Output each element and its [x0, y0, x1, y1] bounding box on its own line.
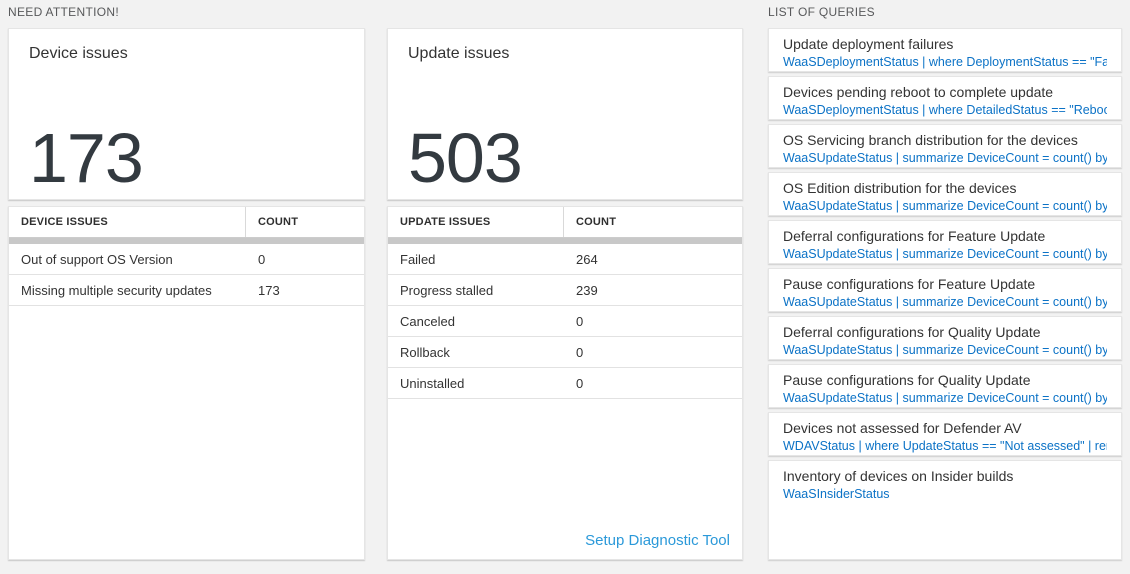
query-text: WaaSDeploymentStatus | where DetailedSta…	[783, 103, 1107, 117]
query-text: WaaSUpdateStatus | summarize DeviceCount…	[783, 295, 1107, 309]
issue-cell: Failed	[400, 251, 436, 267]
horizontal-scrollbar[interactable]	[9, 238, 364, 244]
count-cell: 0	[576, 313, 584, 329]
query-list-item[interactable]: Update deployment failures WaaSDeployment…	[768, 28, 1122, 72]
table-row[interactable]: Rollback 0	[388, 337, 742, 368]
table-row[interactable]: Uninstalled 0	[388, 368, 742, 399]
setup-diagnostic-tool-link[interactable]: Setup Diagnostic Tool	[585, 532, 730, 549]
count-cell: 173	[258, 282, 280, 298]
device-issues-tile[interactable]: Device issues 173	[8, 28, 365, 200]
query-list-item[interactable]: Inventory of devices on Insider builds Wa…	[768, 460, 1122, 560]
query-list-item[interactable]: Pause configurations for Feature Update W…	[768, 268, 1122, 312]
query-title: Deferral configurations for Feature Upda…	[783, 228, 1046, 244]
query-title: Pause configurations for Feature Update	[783, 276, 1036, 292]
count-cell: 0	[258, 251, 266, 267]
query-list-item[interactable]: Devices pending reboot to complete updat…	[768, 76, 1122, 120]
table-header-row: DEVICE ISSUES COUNT	[9, 207, 364, 238]
column-header[interactable]: UPDATE ISSUES	[388, 207, 564, 237]
count-cell: 239	[576, 282, 598, 298]
issue-cell: Missing multiple security updates	[21, 282, 212, 298]
count-cell: 264	[576, 251, 598, 267]
query-list-item[interactable]: OS Edition distribution for the devices W…	[768, 172, 1122, 216]
query-text: WDAVStatus | where UpdateStatus == "Not …	[783, 439, 1107, 453]
need-attention-header: NEED ATTENTION!	[8, 5, 119, 19]
issue-cell: Progress stalled	[400, 282, 494, 298]
device-issues-count: 173	[29, 119, 144, 197]
table-row[interactable]: Out of support OS Version 0	[9, 244, 364, 275]
query-title: Inventory of devices on Insider builds	[783, 468, 1014, 484]
query-list: Update deployment failures WaaSDeployment…	[768, 28, 1122, 560]
column-header[interactable]: COUNT	[258, 216, 299, 228]
table-row[interactable]: Missing multiple security updates 173	[9, 275, 364, 306]
horizontal-scrollbar[interactable]	[388, 238, 742, 244]
query-list-item[interactable]: Deferral configurations for Feature Upda…	[768, 220, 1122, 264]
device-issues-title: Device issues	[29, 45, 128, 62]
issue-cell: Canceled	[400, 313, 455, 329]
query-text: WaaSUpdateStatus | summarize DeviceCount…	[783, 343, 1107, 357]
query-title: OS Servicing branch distribution for the…	[783, 132, 1078, 148]
query-list-item[interactable]: Devices not assessed for Defender AV WDAV…	[768, 412, 1122, 456]
issue-cell: Out of support OS Version	[21, 251, 173, 267]
query-title: Deferral configurations for Quality Upda…	[783, 324, 1041, 340]
query-list-item[interactable]: Deferral configurations for Quality Upda…	[768, 316, 1122, 360]
column-header[interactable]: DEVICE ISSUES	[9, 207, 246, 237]
query-title: Devices not assessed for Defender AV	[783, 420, 1022, 436]
update-issues-table-card: Setup Diagnostic Tool UPDATE ISSUES COUNT…	[387, 206, 743, 560]
query-text: WaaSUpdateStatus | summarize DeviceCount…	[783, 247, 1107, 261]
query-list-item[interactable]: OS Servicing branch distribution for the…	[768, 124, 1122, 168]
query-text: WaaSDeploymentStatus | where DeploymentS…	[783, 55, 1107, 69]
list-of-queries-header: LIST OF QUERIES	[768, 5, 875, 19]
query-title: Devices pending reboot to complete updat…	[783, 84, 1054, 100]
update-issues-title: Update issues	[408, 45, 510, 62]
query-text: WaaSInsiderStatus	[783, 487, 890, 501]
count-cell: 0	[576, 344, 584, 360]
issue-cell: Uninstalled	[400, 375, 465, 391]
query-title: OS Edition distribution for the devices	[783, 180, 1017, 196]
count-cell: 0	[576, 375, 584, 391]
update-issues-count: 503	[408, 119, 523, 197]
issue-cell: Rollback	[400, 344, 450, 360]
update-issues-tile[interactable]: Update issues 503	[387, 28, 743, 200]
query-title: Update deployment failures	[783, 36, 954, 52]
table-row[interactable]: Failed 264	[388, 244, 742, 275]
query-text: WaaSUpdateStatus | summarize DeviceCount…	[783, 151, 1107, 165]
query-list-item[interactable]: Pause configurations for Quality Update W…	[768, 364, 1122, 408]
table-header-row: UPDATE ISSUES COUNT	[388, 207, 742, 238]
device-issues-table-card: DEVICE ISSUES COUNT Out of support OS Vers…	[8, 206, 365, 560]
query-text: WaaSUpdateStatus | summarize DeviceCount…	[783, 199, 1107, 213]
table-row[interactable]: Progress stalled 239	[388, 275, 742, 306]
table-row[interactable]: Canceled 0	[388, 306, 742, 337]
query-text: WaaSUpdateStatus | summarize DeviceCount…	[783, 391, 1107, 405]
column-header[interactable]: COUNT	[576, 216, 617, 228]
query-title: Pause configurations for Quality Update	[783, 372, 1031, 388]
